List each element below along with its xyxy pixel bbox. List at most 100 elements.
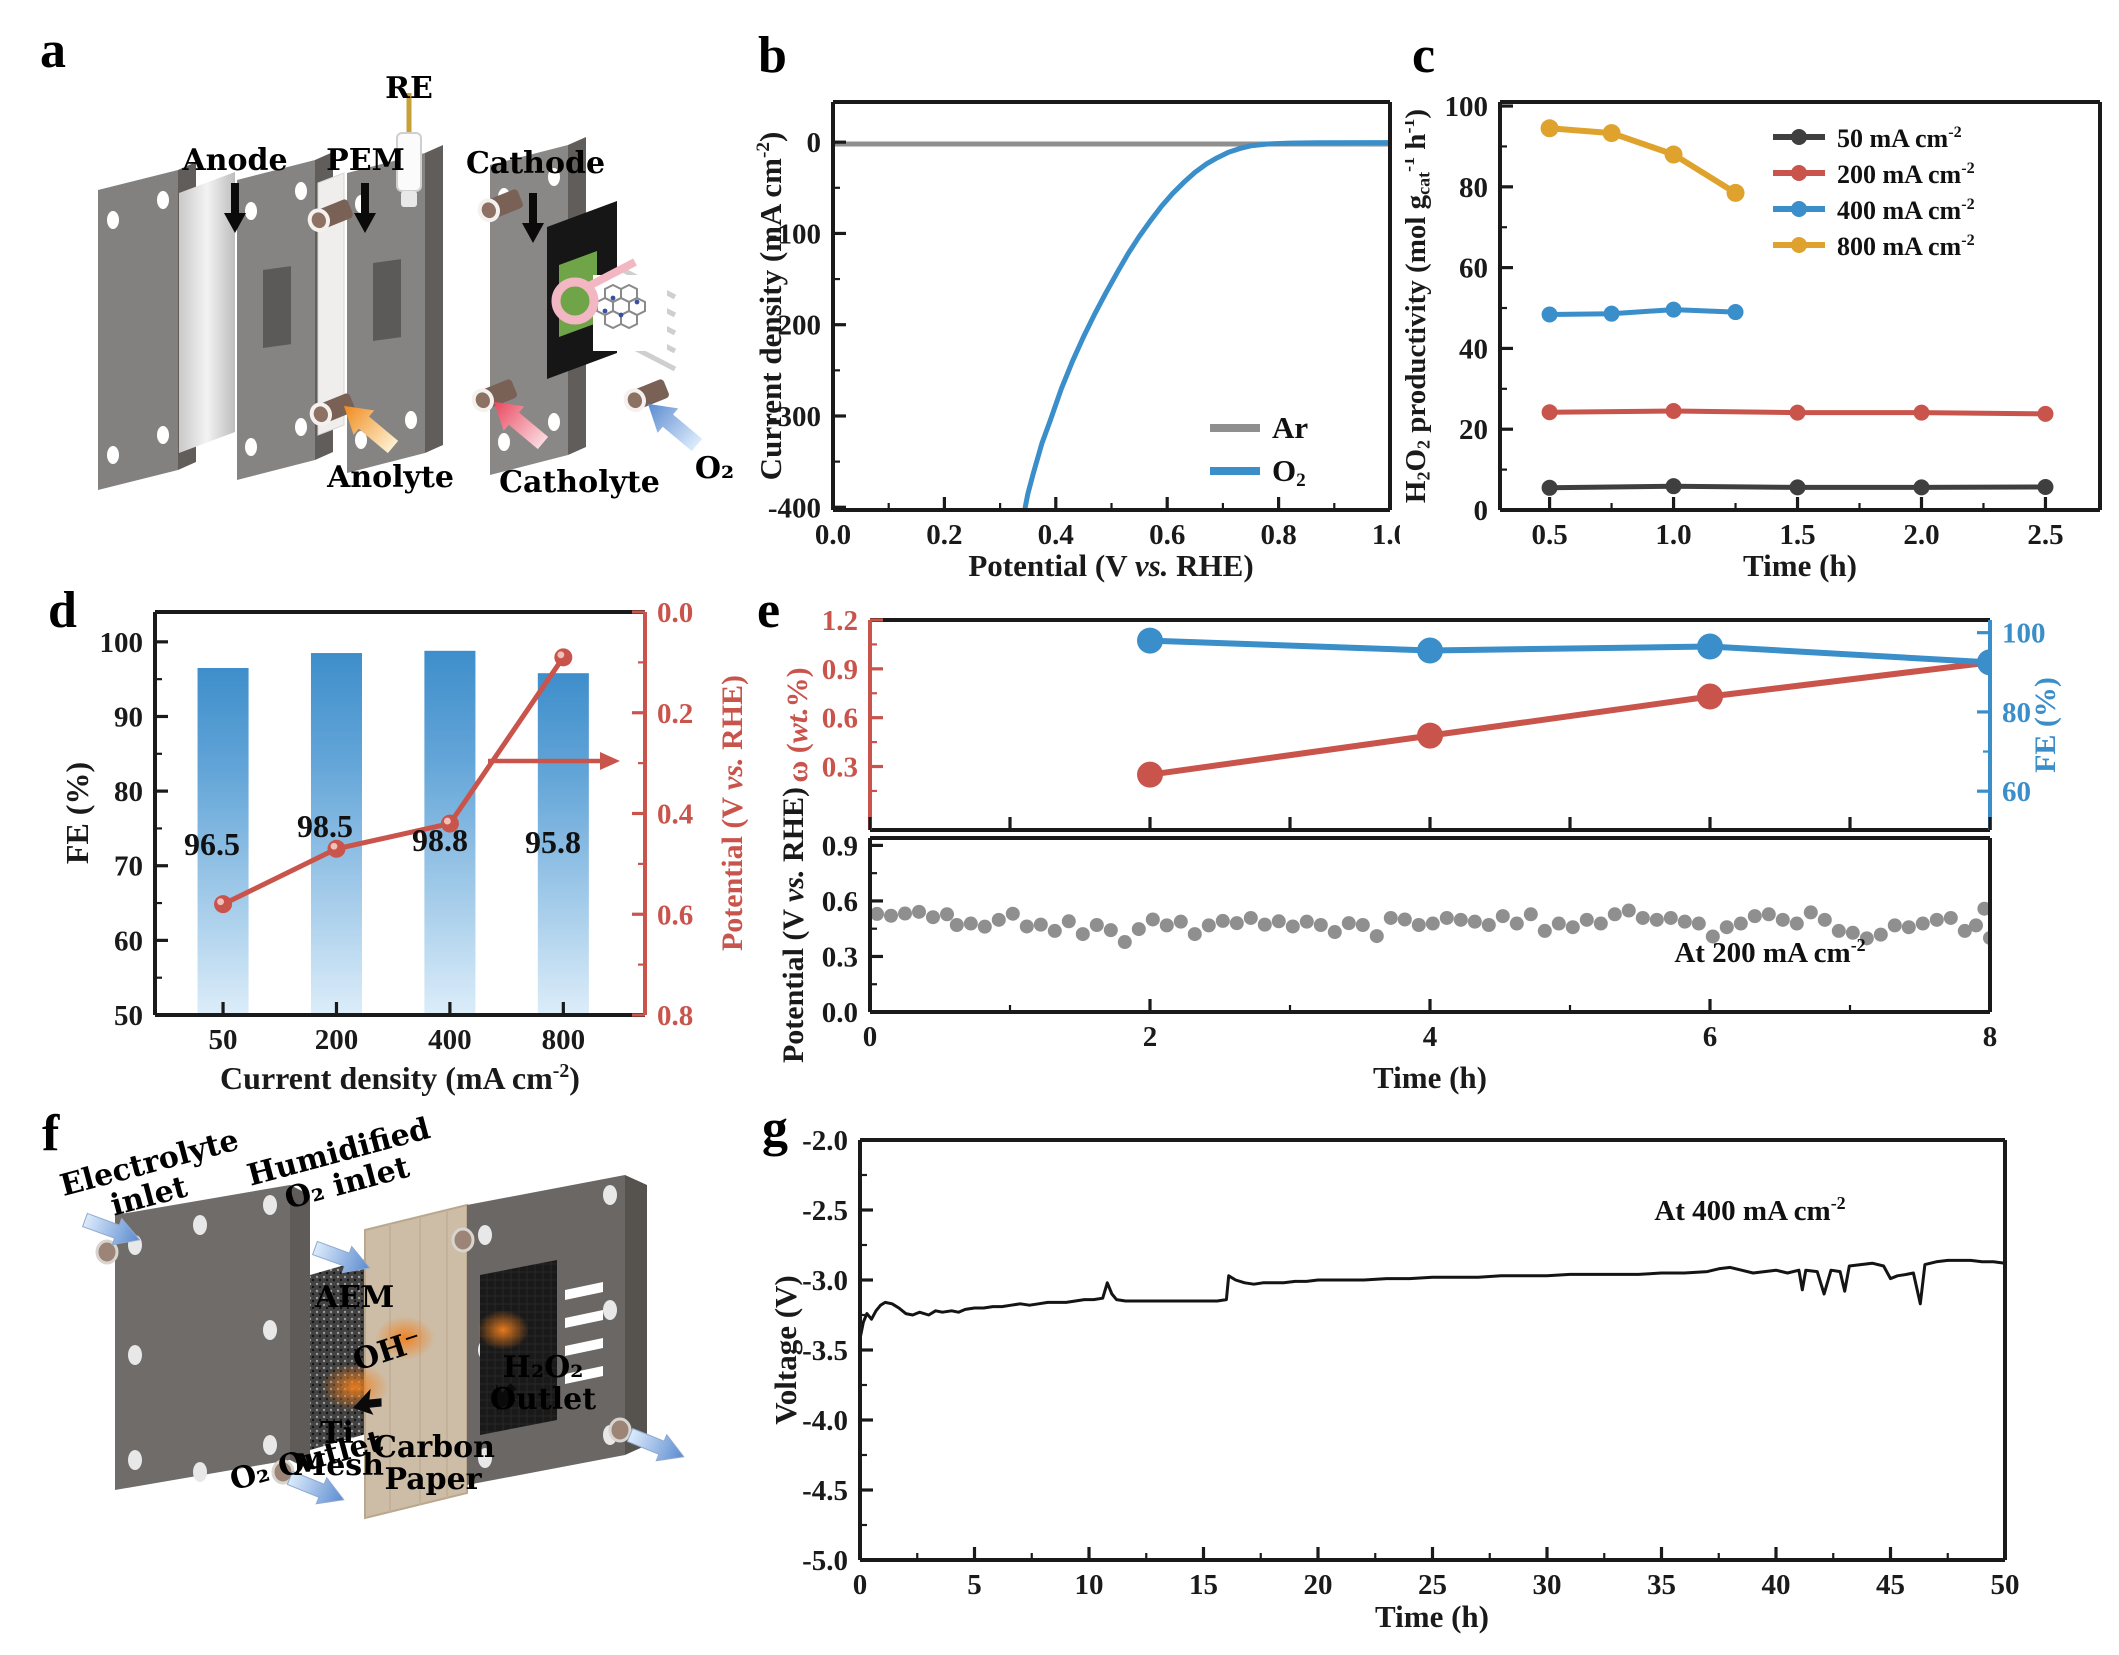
- scatter-point: [1901, 920, 1916, 935]
- scatter-point: [1957, 923, 1972, 938]
- bar: [424, 650, 476, 1015]
- x-tick-label: 0.5: [1531, 519, 1567, 551]
- y2-tick-label: 60: [2002, 776, 2031, 808]
- panel-label-c: c: [1412, 27, 1436, 84]
- data-point: [1913, 404, 1930, 421]
- arrow-head: [600, 752, 620, 770]
- bar: [537, 673, 589, 1015]
- data-point: [1727, 304, 1744, 321]
- x-tick-label: 400: [428, 1024, 472, 1056]
- x-tick-label: 800: [542, 1024, 586, 1056]
- x-axis-title: Current density (mA cm-2): [220, 1060, 580, 1096]
- pem-label: PEM: [326, 143, 405, 178]
- chart-e-bottom-plot-area: [870, 901, 1990, 950]
- annotation: 95.8: [525, 824, 581, 860]
- scatter-point: [1089, 918, 1104, 932]
- x-tick-label: 50: [209, 1024, 238, 1056]
- y-tick-label: 90: [114, 701, 143, 733]
- scatter-point: [1859, 931, 1874, 946]
- y-tick-label: 40: [1459, 333, 1488, 365]
- chart-c-svg: 0.5 1.0 1.5 2.0 2.5 0 20 40 60 80 100 Time (h) H2O2 …: [1405, 91, 2102, 583]
- legend-label: Ar: [1272, 410, 1308, 445]
- scatter-point: [1593, 916, 1608, 931]
- y2-tick-label: 80: [2002, 697, 2031, 729]
- x-tick-label: 40: [1762, 1569, 1791, 1601]
- scatter-point: [1019, 919, 1034, 934]
- y-tick-label: -3.5: [802, 1335, 848, 1367]
- annotation: At 200 mA cm-2: [1674, 935, 1865, 969]
- annotation: 96.5: [184, 826, 240, 862]
- reference-electrode: [396, 93, 422, 207]
- scatter-point: [1033, 917, 1048, 932]
- scatter-point: [977, 919, 992, 934]
- panel-d-fe-bar-chart: d 50 200 400 800 50 60 70 80 90 100 0.0 0.2 0.4 0.6 0.…: [40, 575, 755, 1105]
- data-point: [1603, 305, 1620, 322]
- y-axis-title: ω (wt.%): [781, 667, 814, 782]
- y-tick-label: 0.6: [822, 703, 858, 735]
- x-tick-label: 0.2: [926, 519, 962, 551]
- scatter-point: [1313, 918, 1328, 932]
- scatter-point: [884, 908, 898, 923]
- scatter-point: [1145, 912, 1160, 927]
- x-tick-label: 8: [1983, 1021, 1998, 1053]
- carbon-paper-label: Carbon Paper: [373, 1430, 495, 1498]
- data-point: [1137, 627, 1163, 654]
- scatter-point: [1719, 920, 1734, 935]
- scatter-point: [1509, 916, 1524, 931]
- data-point: [2037, 405, 2054, 422]
- x-tick-label: 0: [863, 1021, 878, 1053]
- scatter-point: [1635, 910, 1650, 925]
- x-tick-label: 20: [1304, 1569, 1333, 1601]
- anode-label: Anode: [182, 143, 288, 178]
- scatter-point: [1411, 918, 1426, 932]
- x-tick-label: 200: [315, 1024, 359, 1056]
- scatter-point: [1243, 910, 1258, 925]
- scatter-point: [1229, 916, 1244, 931]
- scatter-point: [1943, 910, 1958, 925]
- legend-label: 50 mA cm-2: [1837, 124, 1962, 153]
- scatter-point: [1977, 901, 1990, 916]
- scatter-point: [949, 918, 964, 932]
- bar: [310, 653, 363, 1015]
- x-tick-label: 35: [1647, 1569, 1676, 1601]
- y-tick-label: 80: [114, 776, 143, 808]
- panel-label-f: f: [42, 1105, 60, 1162]
- y-axis-title: FE (%): [59, 762, 95, 864]
- scatter-point: [1775, 912, 1790, 927]
- scatter-point: [1383, 910, 1398, 925]
- scatter-point: [1747, 909, 1762, 924]
- legend-marker: [1791, 165, 1807, 181]
- y-tick-label: 0.3: [822, 941, 858, 973]
- legend-label: 800 mA cm-2: [1837, 232, 1975, 261]
- legend-label: O2: [1272, 453, 1306, 491]
- x-axis-title: Potential (V vs. RHE): [968, 548, 1253, 583]
- data-point: [1541, 479, 1558, 496]
- panel-label-g: g: [762, 1100, 788, 1157]
- data-point: [1697, 683, 1723, 710]
- x-tick-label: 5: [967, 1569, 982, 1601]
- annotation: 98.5: [297, 808, 353, 844]
- y-tick-label: 80: [1459, 172, 1488, 204]
- scatter-point: [1523, 907, 1538, 922]
- x-tick-label: 6: [1703, 1021, 1718, 1053]
- chart-g-svg: 0 5 10 15 20 25 30 35 40 45 50 -2.0 -2.5 -3.0 -3.5 -4.0…: [768, 1125, 2020, 1634]
- panel-label-a: a: [40, 22, 66, 79]
- scatter-point: [1453, 912, 1468, 927]
- panel-f-electrolyzer-diagram: f: [35, 1100, 760, 1655]
- x-tick-label: 2.5: [2027, 519, 2063, 551]
- data-point: [214, 895, 233, 914]
- left-endplate: [95, 1185, 310, 1490]
- y2-tick-label: 0.6: [657, 899, 693, 931]
- anode-sheet: [179, 172, 235, 453]
- magnifier-inset: [551, 258, 667, 351]
- panel-label-e: e: [757, 582, 781, 639]
- panel-c-productivity-chart: c 0.5 1.0 1.5 2.0 2.5 0 20 40 60 80 100 Time (h) H2O…: [1405, 20, 2119, 595]
- scatter-point: [1831, 923, 1846, 938]
- scatter-point: [1327, 925, 1342, 940]
- data-point: [1697, 633, 1723, 660]
- y-tick-label: -3.0: [802, 1265, 848, 1297]
- re-label: RE: [385, 71, 433, 106]
- series-line: [860, 1258, 2005, 1341]
- y-tick-label: 0.0: [822, 997, 858, 1029]
- panel-label-d: d: [48, 582, 77, 639]
